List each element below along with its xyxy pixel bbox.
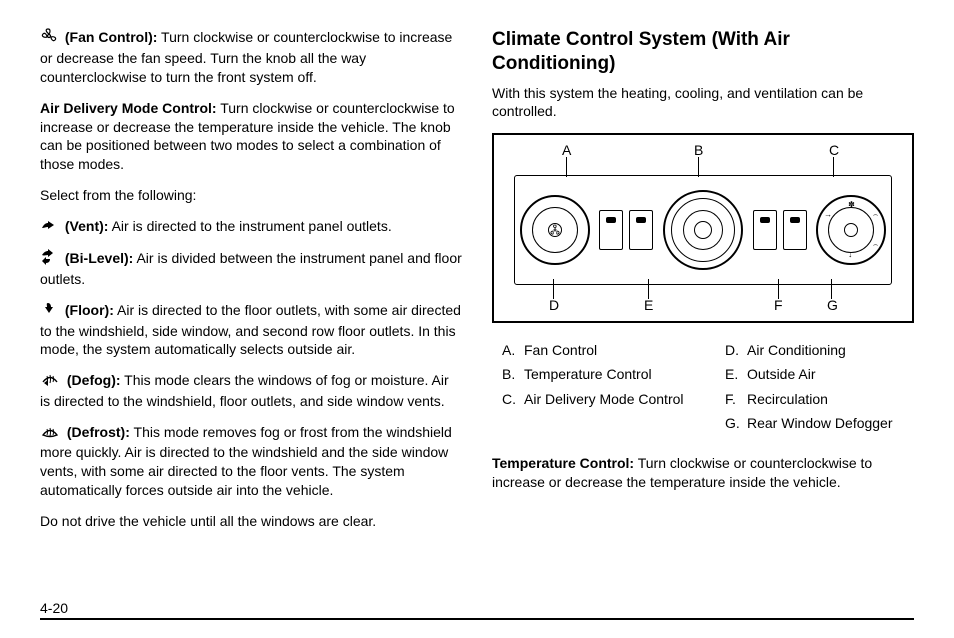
temp-label: Temperature Control:	[492, 455, 634, 471]
left-button-group	[599, 210, 653, 250]
legend-item: F.Recirculation	[715, 390, 914, 408]
diagram-legend: A.Fan Control B.Temperature Control C.Ai…	[492, 341, 914, 438]
floor-label: (Floor):	[65, 302, 114, 318]
legend-item: B.Temperature Control	[492, 365, 691, 383]
bilevel-icon	[40, 249, 58, 270]
defrost-para: (Defrost): This mode removes fog or fros…	[40, 423, 462, 499]
defrost-icon	[40, 424, 60, 443]
warning-text: Do not drive the vehicle until all the w…	[40, 512, 462, 531]
defogger-button	[783, 210, 807, 250]
fan-label: (Fan Control):	[65, 29, 158, 45]
floor-icon	[40, 301, 58, 322]
fan-icon	[40, 28, 58, 49]
fan-dial	[520, 195, 590, 265]
intro-text: With this system the heating, cooling, a…	[492, 84, 914, 122]
climate-control-diagram: A B C D E F G	[492, 133, 914, 323]
legend-item: D.Air Conditioning	[715, 341, 914, 359]
section-title: Climate Control System (With Air Conditi…	[492, 28, 914, 76]
temperature-dial	[663, 190, 743, 270]
floor-para: (Floor): Air is directed to the floor ou…	[40, 301, 462, 360]
diagram-label-c: C	[829, 141, 839, 160]
leader-line	[566, 157, 567, 177]
right-column: Climate Control System (With Air Conditi…	[492, 28, 914, 588]
legend-item: G.Rear Window Defogger	[715, 414, 914, 432]
fan-control-para: (Fan Control): Turn clockwise or counter…	[40, 28, 462, 87]
legend-col-left: A.Fan Control B.Temperature Control C.Ai…	[492, 341, 691, 438]
vent-icon	[40, 218, 58, 237]
vent-text: Air is directed to the instrument panel …	[108, 218, 391, 234]
diagram-label-g: G	[827, 296, 838, 315]
bilevel-label: (Bi-Level):	[65, 250, 133, 266]
legend-item: C.Air Delivery Mode Control	[492, 390, 691, 408]
defog-label: (Defog):	[67, 372, 121, 388]
mode-dial: ✽ ⌢ ⌢ ↓ →	[816, 195, 886, 265]
right-button-group	[753, 210, 807, 250]
leader-line	[833, 157, 834, 177]
legend-item: A.Fan Control	[492, 341, 691, 359]
control-panel: ✽ ⌢ ⌢ ↓ →	[514, 175, 892, 285]
footer-rule	[40, 618, 914, 620]
defog-icon	[40, 371, 60, 392]
page-number: 4-20	[40, 600, 68, 616]
temperature-control-para: Temperature Control: Turn clockwise or c…	[492, 454, 914, 492]
left-column: (Fan Control): Turn clockwise or counter…	[40, 28, 462, 588]
bilevel-para: (Bi-Level): Air is divided between the i…	[40, 249, 462, 289]
two-column-layout: (Fan Control): Turn clockwise or counter…	[40, 28, 914, 588]
adm-label: Air Delivery Mode Control:	[40, 100, 217, 116]
outside-air-button	[629, 210, 653, 250]
leader-line	[698, 157, 699, 177]
legend-col-right: D.Air Conditioning E.Outside Air F.Recir…	[715, 341, 914, 438]
adm-para: Air Delivery Mode Control: Turn clockwis…	[40, 99, 462, 175]
diagram-label-d: D	[549, 296, 559, 315]
defog-para: (Defog): This mode clears the windows of…	[40, 371, 462, 411]
defrost-label: (Defrost):	[67, 424, 130, 440]
select-text: Select from the following:	[40, 186, 462, 205]
legend-item: E.Outside Air	[715, 365, 914, 383]
vent-para: (Vent): Air is directed to the instrumen…	[40, 217, 462, 237]
recirc-button	[753, 210, 777, 250]
vent-label: (Vent):	[65, 218, 109, 234]
ac-button	[599, 210, 623, 250]
